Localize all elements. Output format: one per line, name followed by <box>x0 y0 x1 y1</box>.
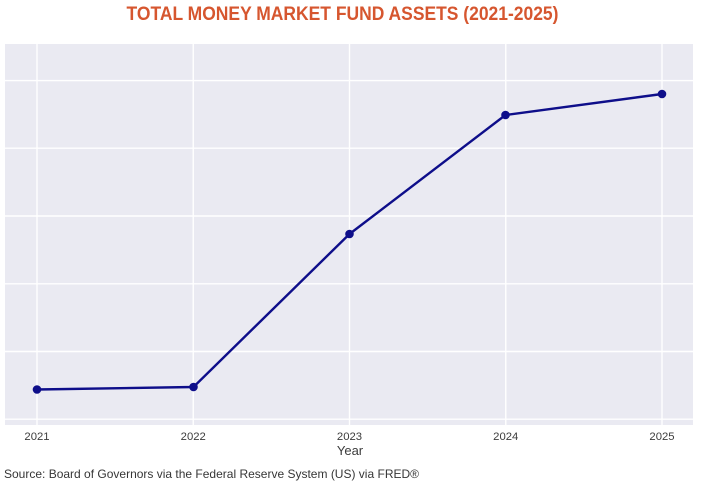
svg-text:2024: 2024 <box>493 431 518 443</box>
svg-text:Year: Year <box>337 443 364 458</box>
svg-text:2025: 2025 <box>649 431 674 443</box>
svg-text:2023: 2023 <box>337 431 362 443</box>
svg-text:2021: 2021 <box>24 431 49 443</box>
svg-text:Source: Board of Governors via: Source: Board of Governors via the Feder… <box>4 467 419 481</box>
svg-text:2022: 2022 <box>181 431 206 443</box>
